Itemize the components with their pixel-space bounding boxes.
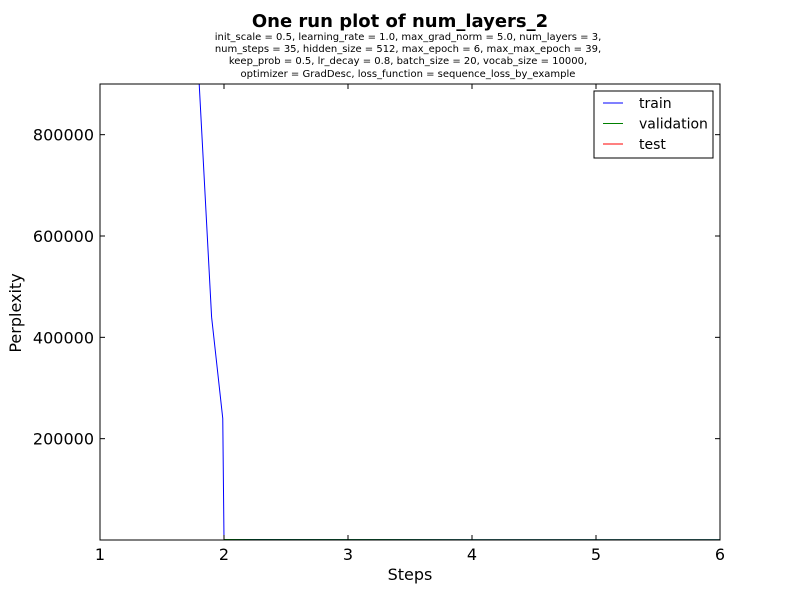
subtitle-line: optimizer = GradDesc, loss_function = se… [241,69,576,80]
subtitle-line: init_scale = 0.5, learning_rate = 1.0, m… [215,32,602,43]
chart-subtitle: init_scale = 0.5, learning_rate = 1.0, m… [215,32,602,80]
legend: train validation test [593,90,714,159]
legend-label-train: train [639,96,672,112]
y-tick-label: 600000 [33,227,94,246]
y-tick-label: 800000 [33,126,94,145]
legend-label-validation: validation [639,117,708,133]
x-tick-label: 5 [591,545,601,564]
x-tick-label: 2 [219,545,229,564]
y-tick-label: 200000 [33,430,94,449]
x-tick-label: 3 [343,545,353,564]
x-tick-label: 1 [95,545,105,564]
chart-title: One run plot of num_layers_2 [252,11,548,32]
plot-area-frame [99,83,721,541]
y-tick-label: 400000 [33,328,94,347]
x-tick-label: 6 [715,545,725,564]
x-tick-label: 4 [467,545,477,564]
legend-box [593,90,714,159]
y-axis-label: Perplexity [6,273,25,352]
subtitle-line: keep_prob = 0.5, lr_decay = 0.8, batch_s… [229,56,587,67]
axis-ticks: 1 2 3 4 5 6 200000 400000 600000 800000 [33,84,725,564]
x-axis-label: Steps [388,565,433,584]
subtitle-line: num_steps = 35, hidden_size = 512, max_e… [215,44,601,55]
legend-label-test: test [639,137,666,153]
